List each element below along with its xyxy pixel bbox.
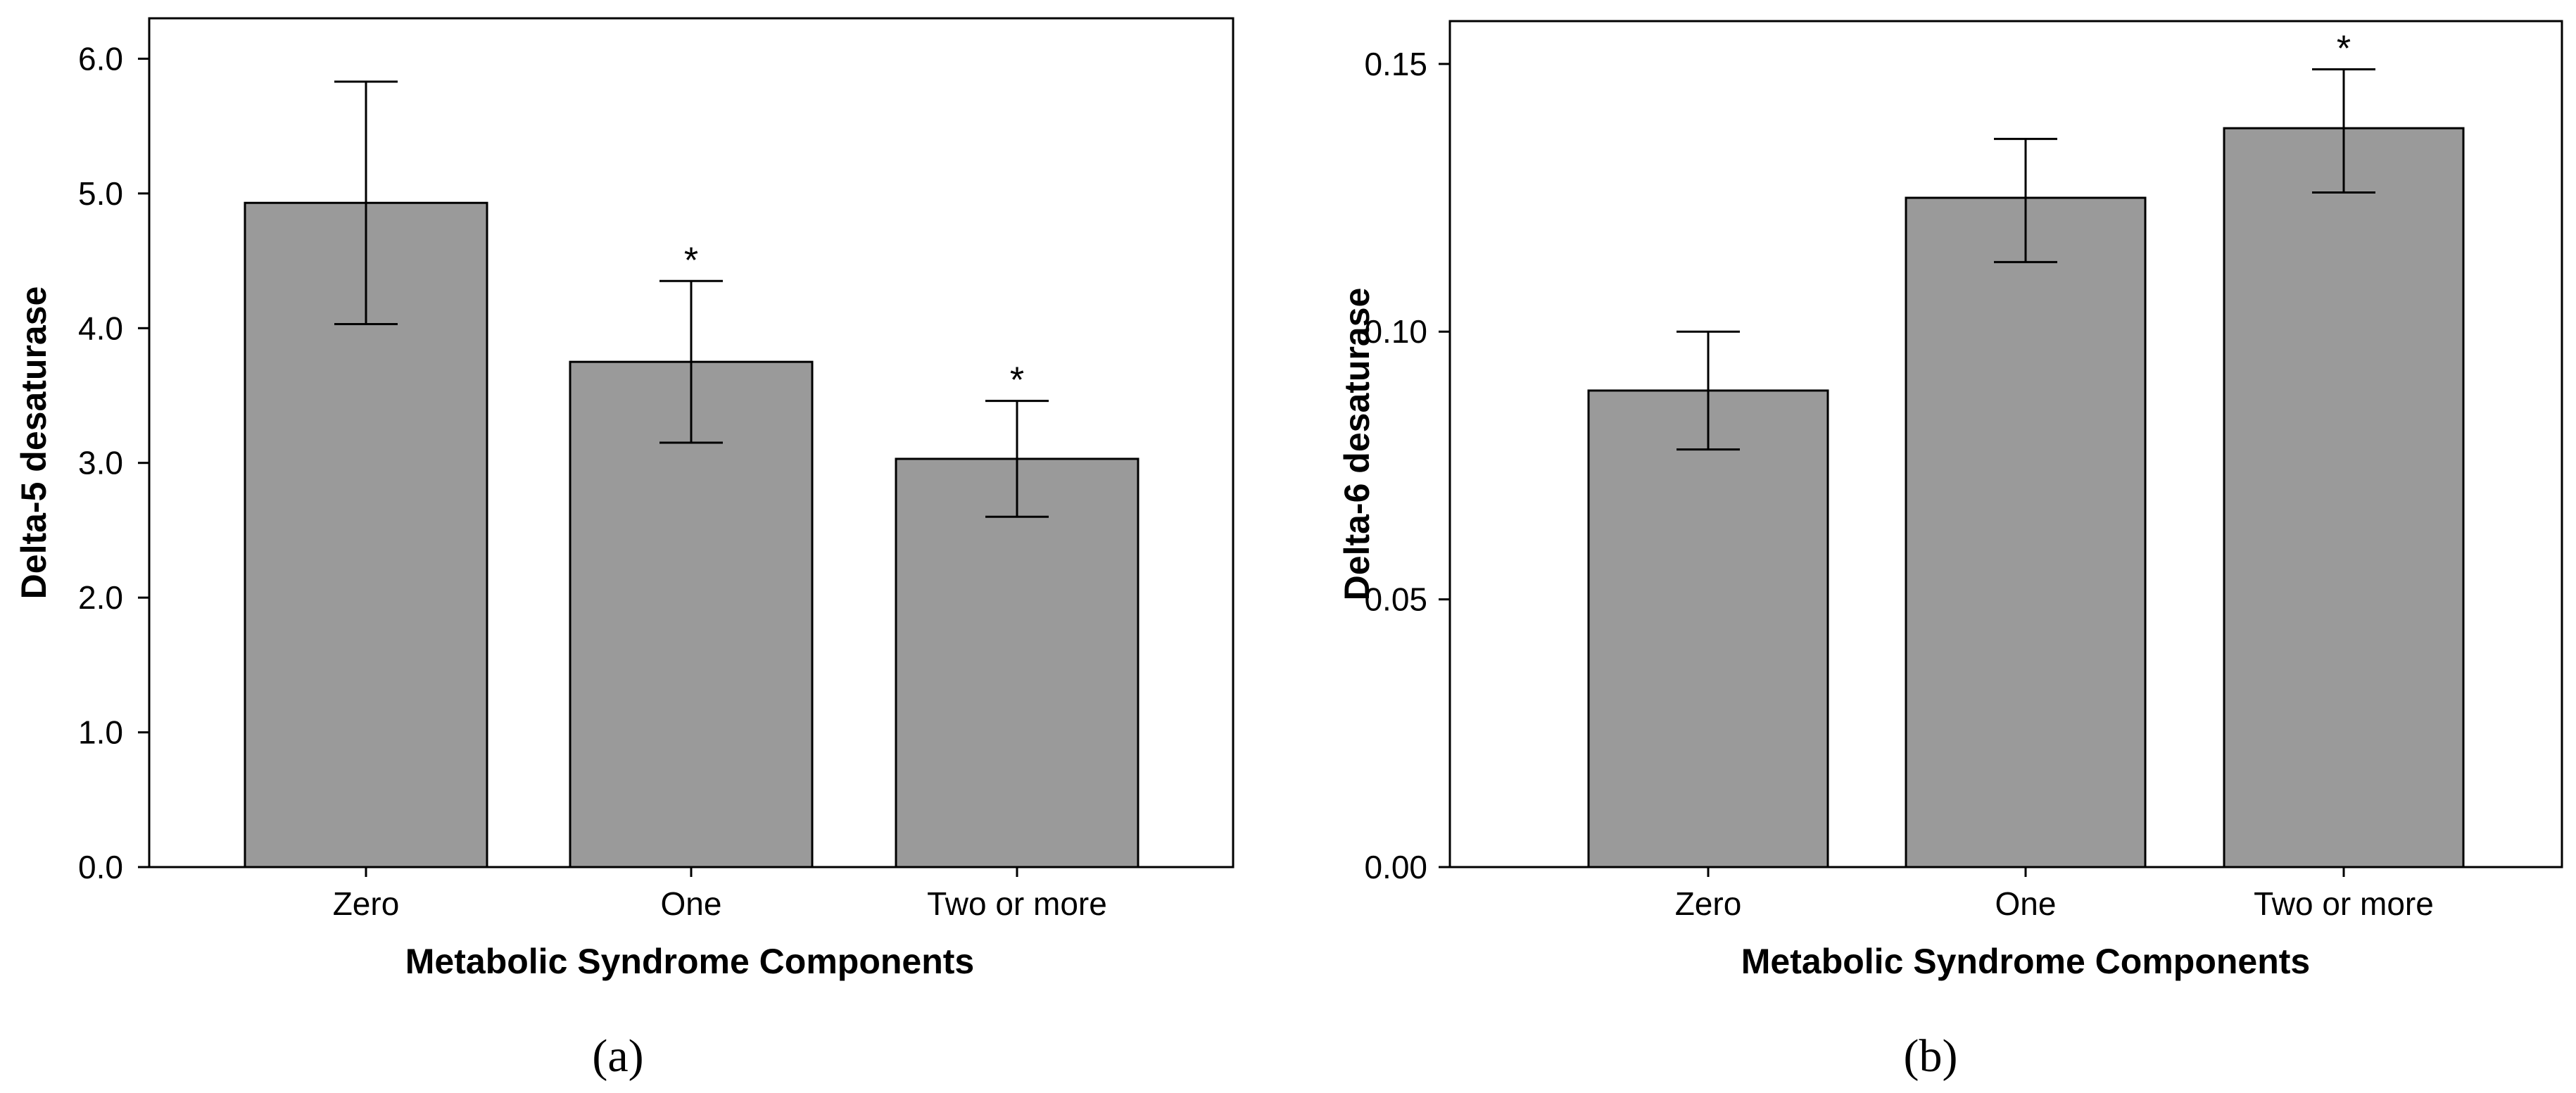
x-tick-label: One [1995, 885, 2057, 922]
significance-star: * [684, 240, 698, 281]
y-tick-label: 4.0 [78, 310, 123, 346]
y-tick-label: 1.0 [78, 714, 123, 751]
significance-star: * [1010, 360, 1024, 401]
bar-3 [2223, 127, 2465, 868]
panel-b-chart: 0.00 0.05 0.10 0.15 Zero One Two or more * Metab… [1337, 20, 2563, 1082]
y-tick-label: 5.0 [78, 175, 123, 212]
y-tick-label: 6.0 [78, 40, 123, 77]
x-tick-label: Zero [333, 885, 400, 922]
panel-a-chart: 0.0 1.0 2.0 3.0 4.0 5.0 6.0 Zero One * Two or more… [14, 17, 1235, 1082]
y-tick-label: 3.0 [78, 445, 123, 481]
x-axis-title: Metabolic Syndrome Components [1741, 942, 2310, 981]
x-tick-label: One [661, 885, 722, 922]
y-tick-label: 0.15 [1364, 46, 1427, 82]
y-tick-label: 0.00 [1364, 849, 1427, 885]
x-tick-label: Two or more [2254, 885, 2434, 922]
bar-2 [569, 360, 814, 868]
y-tick-label: 0.0 [78, 849, 123, 885]
bar-1 [1587, 389, 1829, 868]
x-axis-title: Metabolic Syndrome Components [405, 942, 974, 981]
y-axis-title: Delta-6 desaturase [1337, 288, 1377, 601]
x-tick-label: Zero [1675, 885, 1742, 922]
panel-label: (a) [592, 1030, 643, 1082]
y-axis-title: Delta-5 desaturase [14, 286, 53, 600]
y-tick-label: 2.0 [78, 579, 123, 616]
y-tick-label: 0.05 [1364, 581, 1427, 618]
x-tick-label: Two or more [927, 885, 1107, 922]
bar-3 [895, 457, 1139, 868]
panel-label: (b) [1904, 1030, 1958, 1082]
significance-star: * [2337, 28, 2351, 69]
y-tick-label: 0.10 [1364, 313, 1427, 350]
bar-2 [1905, 196, 2147, 868]
